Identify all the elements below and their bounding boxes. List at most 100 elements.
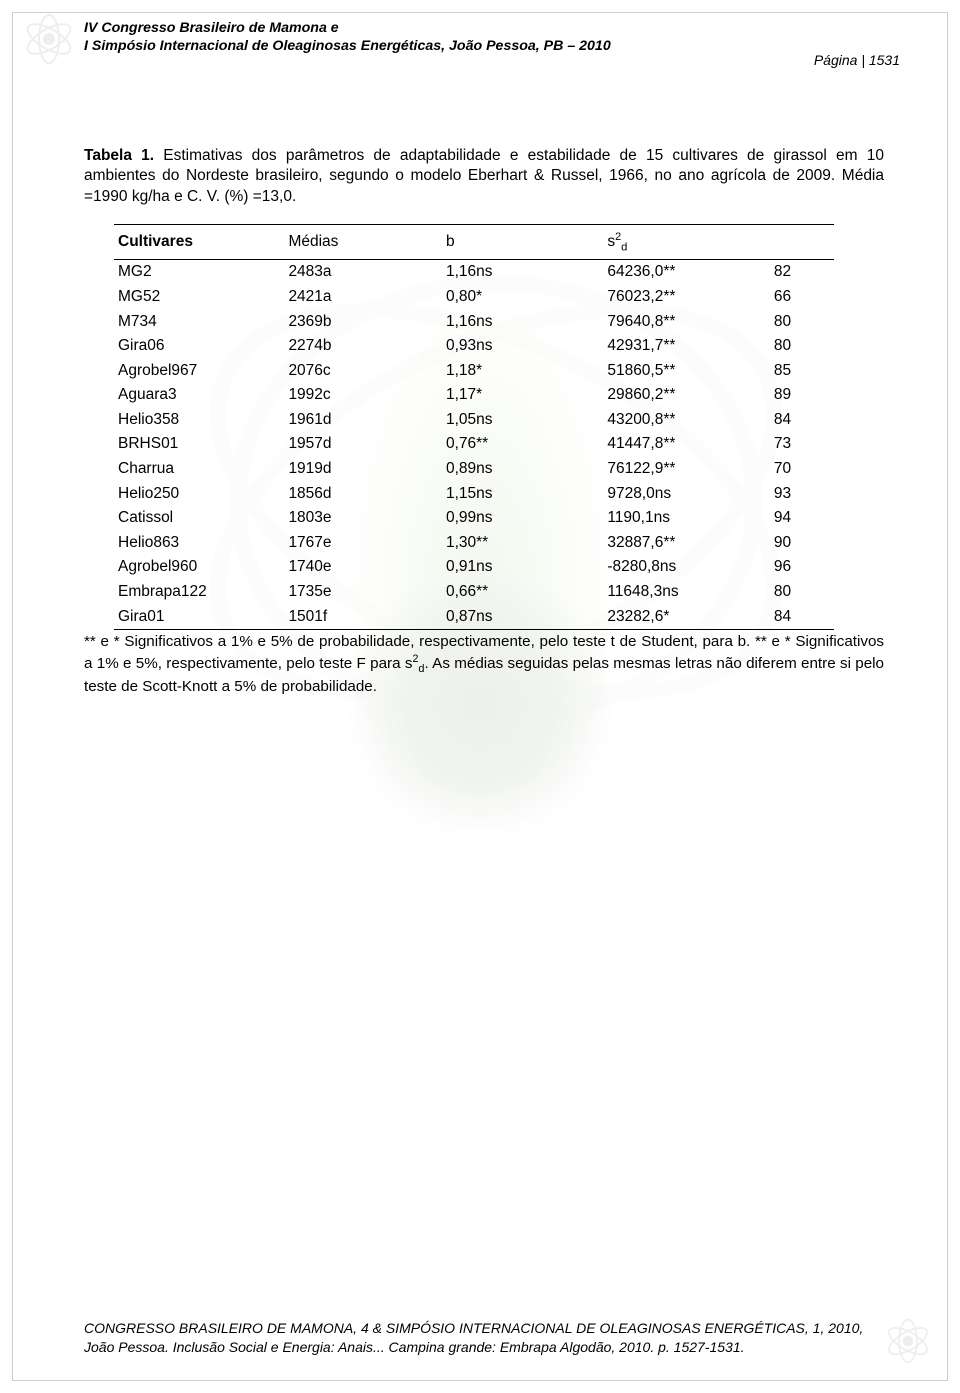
col-header-s2d-s: s <box>607 233 615 250</box>
footer-line-1: CONGRESSO BRASILEIRO DE MAMONA, 4 & SIMP… <box>84 1319 884 1338</box>
table-cell: 1,15ns <box>416 481 587 506</box>
table-cell: 29860,2** <box>587 383 770 408</box>
col-header-medias: Médias <box>248 224 416 259</box>
table-cell: 41447,8** <box>587 432 770 457</box>
table-cell: 90 <box>770 531 834 556</box>
table-cell: 1,17* <box>416 383 587 408</box>
table-cell: Helio250 <box>114 481 248 506</box>
table-cell: 64236,0** <box>587 260 770 285</box>
table-cell: 0,99ns <box>416 506 587 531</box>
col-header-s2d-sub: d <box>621 241 627 253</box>
table-cell: 80 <box>770 309 834 334</box>
table-row: Agrobel9601740e0,91ns-8280,8ns96 <box>114 555 834 580</box>
table-cell: 1735e <box>248 580 416 605</box>
table-cell: 51860,5** <box>587 358 770 383</box>
header-line-2: I Simpósio Internacional de Oleaginosas … <box>84 38 900 56</box>
table-cell: 2483a <box>248 260 416 285</box>
col-header-b: b <box>416 224 587 259</box>
table-cell: 32887,6** <box>587 531 770 556</box>
table-cell: 94 <box>770 506 834 531</box>
table-cell: 89 <box>770 383 834 408</box>
table-row: M7342369b1,16ns79640,8**80 <box>114 309 834 334</box>
table-cell: BRHS01 <box>114 432 248 457</box>
table-cell: 80 <box>770 580 834 605</box>
table-row: Catissol1803e0,99ns1190,1ns94 <box>114 506 834 531</box>
table-cell: Charrua <box>114 457 248 482</box>
table-row: Aguara31992c1,17*29860,2**89 <box>114 383 834 408</box>
table-cell: -8280,8ns <box>587 555 770 580</box>
table-cell: 9728,0ns <box>587 481 770 506</box>
table-cell: 43200,8** <box>587 408 770 433</box>
table-cell: Helio863 <box>114 531 248 556</box>
page-number: Página | 1531 <box>814 52 900 68</box>
table-cell: 96 <box>770 555 834 580</box>
table-cell: 0,89ns <box>416 457 587 482</box>
footer-line-2: João Pessoa. Inclusão Social e Energia: … <box>84 1338 884 1357</box>
table-wrap: Cultivares Médias b s2d MG22483a1,16ns64… <box>114 224 834 630</box>
table-row: MG22483a1,16ns64236,0**82 <box>114 260 834 285</box>
table-row: Agrobel9672076c1,18*51860,5**85 <box>114 358 834 383</box>
page-header: IV Congresso Brasileiro de Mamona e I Si… <box>84 20 900 56</box>
table-cell: 11648,3ns <box>587 580 770 605</box>
table-cell: Aguara3 <box>114 383 248 408</box>
table-cell: 0,93ns <box>416 334 587 359</box>
table-cell: 76122,9** <box>587 457 770 482</box>
table-cell: Embrapa122 <box>114 580 248 605</box>
table-cell: 0,76** <box>416 432 587 457</box>
table-cell: 79640,8** <box>587 309 770 334</box>
col-header-cultivares: Cultivares <box>114 224 248 259</box>
table-cell: 1,30** <box>416 531 587 556</box>
header-line-1: IV Congresso Brasileiro de Mamona e <box>84 20 900 38</box>
table-caption: Tabela 1. Estimativas dos parâmetros de … <box>84 146 884 209</box>
page-content: Tabela 1. Estimativas dos parâmetros de … <box>84 130 884 713</box>
data-table: Cultivares Médias b s2d MG22483a1,16ns64… <box>114 224 834 630</box>
table-cell: 0,91ns <box>416 555 587 580</box>
table-cell: MG52 <box>114 285 248 310</box>
table-cell: M734 <box>114 309 248 334</box>
table-cell: 1856d <box>248 481 416 506</box>
table-cell: 0,87ns <box>416 604 587 629</box>
table-cell: 2274b <box>248 334 416 359</box>
table-cell: 93 <box>770 481 834 506</box>
table-footnote: ** e * Significativos a 1% e 5% de proba… <box>84 632 884 698</box>
table-cell: 1767e <box>248 531 416 556</box>
table-cell: 0,80* <box>416 285 587 310</box>
table-cell: 1957d <box>248 432 416 457</box>
table-cell: 1,16ns <box>416 260 587 285</box>
table-cell: 84 <box>770 408 834 433</box>
table-row: Helio8631767e1,30**32887,6**90 <box>114 531 834 556</box>
table-cell: 82 <box>770 260 834 285</box>
logo-icon <box>884 1317 932 1365</box>
col-header-s2d: s2d <box>587 224 770 259</box>
table-cell: 1190,1ns <box>587 506 770 531</box>
table-row: Helio3581961d1,05ns43200,8**84 <box>114 408 834 433</box>
table-cell: 70 <box>770 457 834 482</box>
page-footer: CONGRESSO BRASILEIRO DE MAMONA, 4 & SIMP… <box>84 1319 884 1357</box>
table-cell: 1740e <box>248 555 416 580</box>
table-cell: 1961d <box>248 408 416 433</box>
table-row: Gira011501f0,87ns23282,6*84 <box>114 604 834 629</box>
table-row: Embrapa1221735e0,66**11648,3ns80 <box>114 580 834 605</box>
table-row: Gira062274b0,93ns42931,7**80 <box>114 334 834 359</box>
table-cell: 0,66** <box>416 580 587 605</box>
table-cell: 23282,6* <box>587 604 770 629</box>
table-caption-label: Tabela 1. <box>84 147 154 164</box>
table-cell: Catissol <box>114 506 248 531</box>
table-cell: MG2 <box>114 260 248 285</box>
table-row: BRHS011957d0,76**41447,8**73 <box>114 432 834 457</box>
logo-icon <box>22 12 76 66</box>
table-header-row: Cultivares Médias b s2d <box>114 224 834 259</box>
table-cell: 66 <box>770 285 834 310</box>
table-row: Charrua1919d0,89ns76122,9**70 <box>114 457 834 482</box>
table-cell: 76023,2** <box>587 285 770 310</box>
table-row: MG522421a0,80*76023,2**66 <box>114 285 834 310</box>
table-cell: 42931,7** <box>587 334 770 359</box>
table-cell: Agrobel967 <box>114 358 248 383</box>
table-cell: 2076c <box>248 358 416 383</box>
table-cell: 1992c <box>248 383 416 408</box>
col-header-blank <box>770 224 834 259</box>
table-cell: 73 <box>770 432 834 457</box>
table-row: Helio2501856d1,15ns9728,0ns93 <box>114 481 834 506</box>
table-cell: Helio358 <box>114 408 248 433</box>
table-cell: 1919d <box>248 457 416 482</box>
